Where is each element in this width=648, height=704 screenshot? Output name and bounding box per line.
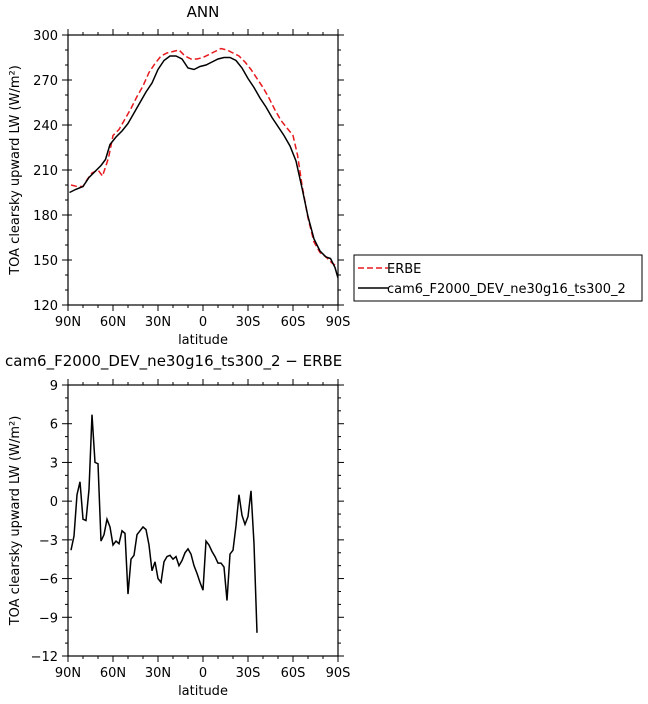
x-axis-label: latitude: [178, 684, 228, 699]
legend-label-1: ERBE: [387, 262, 421, 277]
x-tick-label: 30S: [236, 666, 261, 681]
series-line-2: [69, 55, 338, 279]
panel-2: [62, 379, 344, 662]
y-tick-label: 300: [33, 29, 58, 44]
series-line-1: [70, 47, 337, 267]
y-axis-label: TOA clearsky upward LW (W/m²): [8, 416, 23, 627]
x-tick-label: 90S: [326, 666, 351, 681]
y-tick-label: 210: [33, 164, 58, 179]
y-tick-label: −3: [39, 534, 58, 549]
x-tick-label: 30S: [236, 315, 261, 330]
series-line-1: [70, 414, 258, 633]
y-tick-label: −12: [31, 650, 58, 665]
y-tick-label: 270: [33, 74, 58, 89]
y-tick-label: 150: [33, 254, 58, 269]
y-tick-label: −9: [39, 611, 58, 626]
y-tick-label: 3: [50, 456, 58, 471]
y-tick-label: 180: [33, 209, 58, 224]
x-tick-label: 90N: [55, 666, 81, 681]
panel-2-title: cam6_F2000_DEV_ne30g16_ts300_2 − ERBE: [5, 352, 342, 371]
legend-label-2: cam6_F2000_DEV_ne30g16_ts300_2: [387, 282, 626, 297]
x-tick-label: 0: [199, 666, 207, 681]
x-tick-label: 60S: [281, 315, 306, 330]
y-tick-label: −6: [39, 573, 58, 588]
plot-frame: [67, 384, 339, 657]
panel-1-title: ANN: [187, 3, 220, 21]
x-tick-label: 0: [199, 315, 207, 330]
x-tick-label: 60N: [100, 315, 126, 330]
y-tick-label: 240: [33, 119, 58, 134]
x-tick-label: 30N: [145, 315, 171, 330]
x-tick-label: 90S: [326, 315, 351, 330]
x-tick-label: 60N: [100, 666, 126, 681]
x-axis-label: latitude: [178, 333, 228, 348]
y-tick-label: 0: [50, 495, 58, 510]
x-tick-label: 60S: [281, 666, 306, 681]
legend-box: [353, 254, 643, 302]
panel-1: [62, 29, 643, 311]
y-axis-label: TOA clearsky upward LW (W/m²): [8, 65, 23, 276]
x-tick-label: 30N: [145, 666, 171, 681]
x-tick-label: 90N: [55, 315, 81, 330]
y-tick-label: 120: [33, 299, 58, 314]
y-tick-label: 9: [50, 379, 58, 394]
y-tick-label: 6: [50, 418, 58, 433]
